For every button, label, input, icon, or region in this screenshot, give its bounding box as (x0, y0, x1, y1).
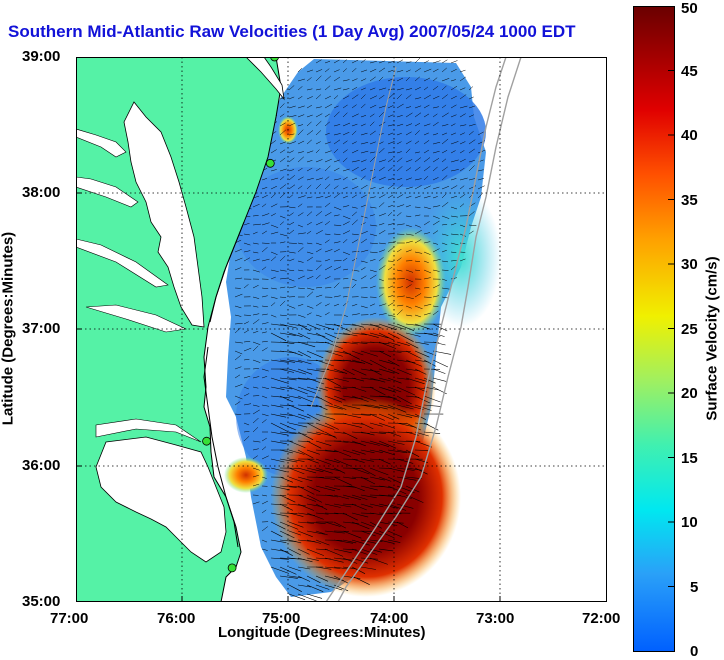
x-tick: 76:00 (157, 610, 195, 627)
x-axis-label: Longitude (Degrees:Minutes) (218, 624, 426, 641)
map-title: Southern Mid-Atlantic Raw Velocities (1 … (8, 22, 698, 42)
colorbar-tick: 45 (681, 63, 698, 80)
velocity-map (76, 57, 607, 602)
colorbar-tick: 0 (690, 643, 698, 660)
y-tick: 39:00 (22, 48, 60, 65)
y-tick: 35:00 (22, 593, 60, 610)
y-tick: 38:00 (22, 184, 60, 201)
colorbar-tick: 30 (681, 256, 698, 273)
y-axis-label: Latitude (Degrees:Minutes) (0, 209, 17, 449)
colorbar-tick: 35 (681, 192, 698, 209)
colorbar-tick: 5 (690, 579, 698, 596)
colorbar-tick: 15 (681, 450, 698, 467)
colorbar-tick: 25 (681, 321, 698, 338)
x-tick: 73:00 (476, 610, 514, 627)
x-tick: 77:00 (50, 610, 88, 627)
colorbar-label: Surface Velocity (cm/s) (704, 209, 721, 469)
radar-station-marker (266, 159, 274, 167)
colorbar (633, 6, 675, 652)
y-tick: 37:00 (22, 320, 60, 337)
colorbar-tick: 10 (681, 514, 698, 531)
radar-station-marker (203, 437, 211, 445)
colorbar-tick: 50 (681, 0, 698, 17)
colorbar-tick: 40 (681, 127, 698, 144)
x-tick: 72:00 (582, 610, 620, 627)
colorbar-tick: 20 (681, 385, 698, 402)
y-tick: 36:00 (22, 457, 60, 474)
radar-station-marker (228, 564, 236, 572)
